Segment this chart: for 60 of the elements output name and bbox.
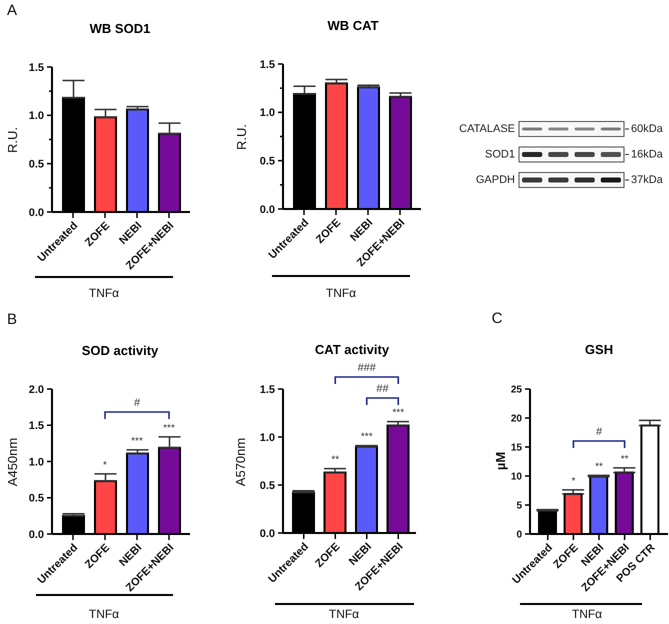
y-tick-label: 2.0 — [28, 384, 44, 396]
y-tick-label: 0.0 — [28, 528, 44, 541]
y-tick-label: 1.5 — [28, 420, 44, 432]
y-tick-label: 1.0 — [28, 110, 44, 122]
y-tick-label: 1.5 — [260, 384, 275, 396]
annotation: * — [103, 459, 108, 470]
text: 60kDa — [631, 123, 664, 135]
annotation: *** — [131, 435, 143, 446]
y-tick-label: 0.0 — [260, 204, 275, 216]
y-tick-label: 0.5 — [28, 492, 44, 505]
y-tick-label: 0.0 — [260, 528, 275, 540]
y-axis-title: A570nm — [232, 438, 248, 486]
chart-title: WB SOD1 — [90, 20, 150, 36]
annotation: # — [596, 426, 603, 438]
y-tick-label: 10 — [510, 472, 522, 482]
text: 37kDa — [631, 174, 664, 186]
annotation: *** — [163, 422, 175, 434]
y-tick-label: 20 — [510, 414, 522, 424]
annotation: ** — [595, 460, 603, 472]
y-tick-label: 0.5 — [28, 158, 44, 171]
y-tick-label: 1.5 — [28, 62, 44, 74]
annotation: *** — [392, 407, 404, 418]
text: GAPDH — [476, 174, 516, 186]
x-axis-title: TNFα — [88, 286, 120, 300]
chart-title: SOD activity — [82, 342, 160, 358]
y-tick-label: 25 — [510, 384, 522, 396]
x-axis-title: TNFα — [572, 607, 602, 621]
y-tick-label: 15 — [510, 442, 522, 454]
annotation: # — [134, 397, 141, 409]
text: A — [6, 2, 18, 18]
chart-title: CAT activity — [314, 342, 390, 356]
y-tick-label: 0.5 — [260, 156, 275, 168]
annotation: ** — [620, 453, 629, 464]
y-tick-label: 0.5 — [260, 480, 275, 492]
y-tick-label: 0.0 — [28, 206, 44, 219]
annotation: ** — [331, 454, 340, 466]
text: B — [6, 310, 18, 328]
y-tick-label: 1.5 — [260, 58, 275, 71]
y-tick-label: 5 — [516, 500, 522, 512]
y-tick-label: 1.0 — [28, 456, 44, 468]
y-tick-label: 1.0 — [260, 432, 275, 444]
x-axis-title: TNFα — [88, 607, 120, 621]
y-tick-label: 1.0 — [260, 107, 275, 120]
y-axis-title: µM — [492, 452, 508, 470]
chart-title: WB CAT — [327, 18, 379, 32]
text: ### — [358, 362, 377, 374]
text: C — [492, 310, 503, 326]
y-tick-label: 0 — [516, 530, 522, 540]
chart-title: GSH — [584, 342, 614, 356]
y-axis-title: R.U. — [4, 127, 20, 153]
annotation: *** — [360, 431, 373, 442]
text: CATALASE — [459, 123, 515, 135]
x-axis-title: TNFα — [326, 286, 356, 300]
text: SOD1 — [485, 148, 515, 160]
annotation: * — [571, 475, 576, 486]
x-axis-title: TNFα — [328, 607, 360, 621]
text: 16kDa — [631, 148, 664, 160]
y-axis-title: A450nm — [4, 438, 20, 486]
annotation: ## — [376, 383, 390, 395]
y-axis-title: R.U. — [234, 124, 248, 150]
